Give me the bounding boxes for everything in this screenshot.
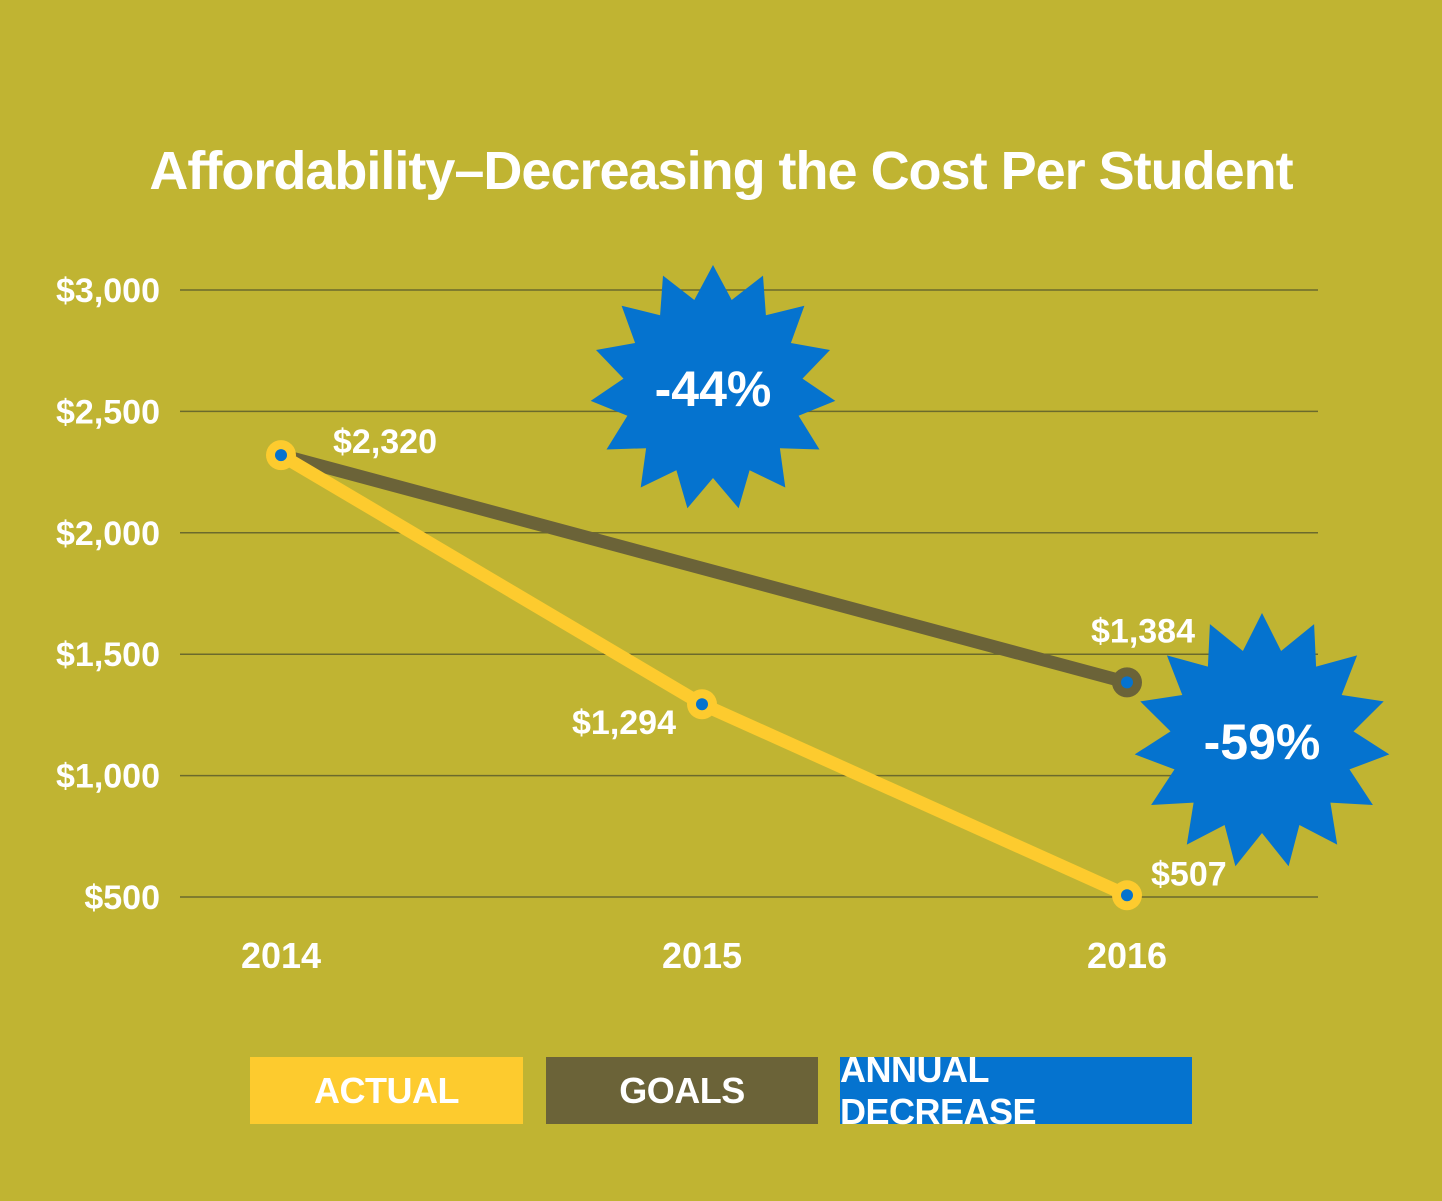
legend-annual-decrease: ANNUAL DECREASE [840, 1049, 1192, 1132]
legend-actual: ACTUAL [250, 1057, 523, 1124]
series-line-goals [274, 448, 1134, 689]
decrease-burst [590, 265, 836, 509]
legend-goals: GOALS [546, 1057, 818, 1124]
decrease-burst [1134, 613, 1390, 867]
decrease-burst-label: -59% [1204, 714, 1321, 770]
point-dot [1121, 676, 1133, 689]
legend-annual-decrease-label: ANNUAL DECREASE [840, 1048, 1037, 1132]
y-tick-label: $2,000 [56, 515, 160, 553]
point-dot [696, 698, 708, 711]
data-label: $1,294 [572, 704, 676, 742]
legend-goals-label: GOALS [619, 1069, 745, 1111]
data-label: $507 [1151, 855, 1227, 893]
x-tick-label: 2014 [241, 935, 321, 976]
annual-decrease-bursts: -44% -59% [590, 265, 1390, 867]
point-dot [275, 449, 287, 462]
y-tick-label: $1,500 [56, 636, 160, 674]
data-labels: $2,320 $1,294 $507 $1,384 [333, 423, 1227, 893]
legend-actual-label: ACTUAL [314, 1069, 459, 1111]
y-tick-label: $3,000 [56, 272, 160, 310]
x-tick-label: 2015 [662, 935, 742, 976]
series-line-actual [274, 448, 1134, 902]
y-tick-label: $500 [84, 879, 160, 917]
series-lines [266, 440, 1142, 911]
decrease-burst-label: -44% [655, 361, 772, 417]
y-axis: $3,000 $2,500 $2,000 $1,500 $1,000 $500 [56, 272, 160, 917]
data-label: $1,384 [1091, 612, 1195, 650]
x-tick-label: 2016 [1087, 935, 1167, 976]
point-dot [1121, 889, 1133, 902]
x-axis: 2014 2015 2016 [241, 935, 1167, 976]
chart-title: Affordability–Decreasing the Cost Per St… [149, 141, 1293, 201]
y-tick-label: $1,000 [56, 758, 160, 796]
data-label: $2,320 [333, 423, 437, 461]
y-tick-label: $2,500 [56, 393, 160, 431]
